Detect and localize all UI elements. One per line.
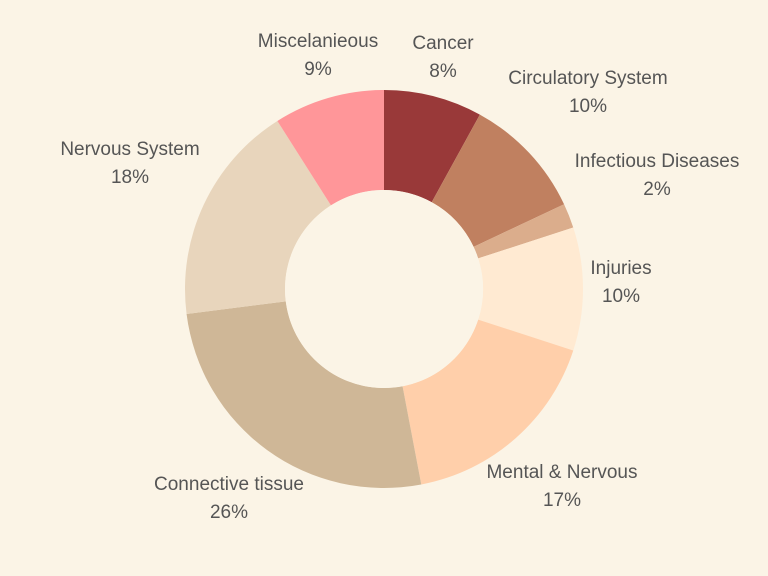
slice-label-name: Nervous System <box>60 139 199 160</box>
slice-circulatory-system <box>431 114 565 247</box>
slice-connective-tissue <box>186 301 422 488</box>
slice-injuries <box>478 227 584 351</box>
slice-label-value: 8% <box>429 61 457 82</box>
slice-label-value: 18% <box>111 167 149 188</box>
slice-miscelanieous <box>277 90 384 206</box>
slice-label-value: 2% <box>643 179 671 200</box>
slice-mental-nervous <box>402 319 574 485</box>
slice-label-value: 26% <box>210 502 248 523</box>
slice-cancer <box>384 90 480 203</box>
slice-label-name: Miscelanieous <box>258 31 378 52</box>
slice-label-value: 9% <box>304 59 332 80</box>
slice-label-name: Cancer <box>412 33 474 54</box>
slice-label-name: Infectious Diseases <box>575 151 740 172</box>
slice-nervous-system <box>184 120 331 314</box>
slice-label-name: Circulatory System <box>508 68 667 89</box>
donut-hole <box>285 190 483 388</box>
slice-label-name: Mental & Nervous <box>486 462 637 483</box>
slice-label-value: 10% <box>602 286 640 307</box>
donut-labels: Cancer 8% Circulatory System 10% Infectious … <box>60 31 739 523</box>
slice-label-value: 17% <box>543 490 581 511</box>
slice-label-name: Injuries <box>590 258 651 279</box>
slice-label-value: 10% <box>569 96 607 117</box>
slice-label-name: Connective tissue <box>154 474 304 495</box>
slice-infectious-diseases <box>473 204 574 259</box>
donut-slices <box>184 90 584 488</box>
